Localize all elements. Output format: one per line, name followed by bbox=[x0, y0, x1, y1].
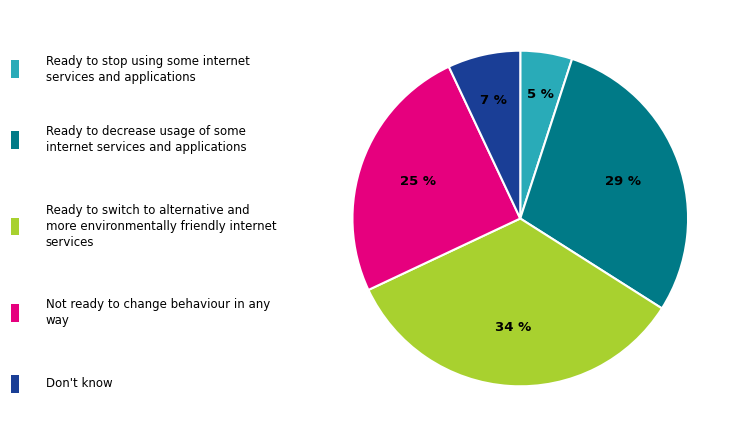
Text: 29 %: 29 % bbox=[605, 175, 641, 188]
Wedge shape bbox=[520, 59, 688, 309]
Text: 7 %: 7 % bbox=[480, 94, 507, 107]
Wedge shape bbox=[352, 67, 520, 290]
Text: Ready to stop using some internet
services and applications: Ready to stop using some internet servic… bbox=[46, 55, 250, 83]
Text: 25 %: 25 % bbox=[400, 175, 436, 188]
FancyBboxPatch shape bbox=[11, 304, 19, 322]
Wedge shape bbox=[369, 218, 662, 386]
FancyBboxPatch shape bbox=[11, 218, 19, 235]
Wedge shape bbox=[449, 51, 520, 218]
Wedge shape bbox=[520, 51, 572, 218]
FancyBboxPatch shape bbox=[11, 131, 19, 149]
Text: 34 %: 34 % bbox=[495, 321, 532, 334]
Text: Not ready to change behaviour in any
way: Not ready to change behaviour in any way bbox=[46, 298, 270, 327]
Text: Ready to decrease usage of some
internet services and applications: Ready to decrease usage of some internet… bbox=[46, 125, 247, 154]
Text: Ready to switch to alternative and
more environmentally friendly internet
servic: Ready to switch to alternative and more … bbox=[46, 204, 277, 249]
FancyBboxPatch shape bbox=[11, 375, 19, 392]
Text: Don't know: Don't know bbox=[46, 377, 112, 390]
Text: 5 %: 5 % bbox=[526, 88, 553, 101]
FancyBboxPatch shape bbox=[11, 60, 19, 78]
